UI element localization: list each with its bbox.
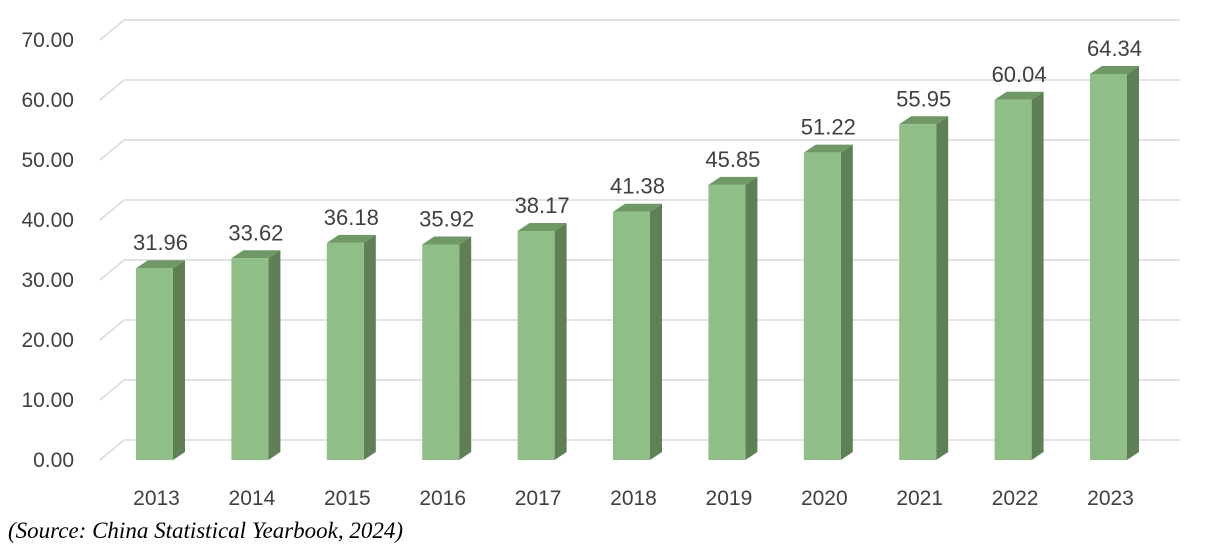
bar-front — [613, 211, 650, 460]
bar-side — [1127, 65, 1139, 461]
bar-top — [422, 236, 472, 245]
bar-front — [994, 99, 1032, 460]
bar-front — [136, 268, 173, 460]
bar-2015 — [326, 234, 376, 460]
bar-side — [936, 116, 949, 461]
x-tick-label: 2020 — [801, 487, 848, 510]
data-label: 64.34 — [1087, 36, 1142, 61]
data-label: 31.96 — [133, 230, 188, 255]
y-tick-label: 60.00 — [21, 89, 74, 112]
bar-side — [363, 234, 376, 460]
bar-top — [326, 234, 376, 243]
data-label: 55.95 — [896, 86, 951, 111]
data-label: 38.17 — [515, 193, 570, 218]
data-label: 51.22 — [801, 115, 856, 140]
bar-side — [459, 236, 472, 460]
bar-front — [1090, 73, 1127, 461]
bar-2023 — [1090, 65, 1139, 461]
bar-top — [231, 250, 281, 259]
bar-side — [840, 144, 853, 460]
bar-top — [517, 222, 567, 231]
bars — [136, 65, 1139, 461]
y-tick-label: 10.00 — [21, 389, 74, 412]
gridline — [99, 139, 1180, 161]
bar-2019 — [708, 176, 758, 460]
y-tick-label: 0.00 — [33, 449, 74, 472]
data-label: 36.18 — [324, 205, 379, 230]
x-tick-label: 2023 — [1087, 487, 1134, 510]
x-tick-label: 2021 — [896, 487, 943, 510]
bar-side — [650, 203, 662, 460]
x-tick-label: 2016 — [419, 487, 466, 510]
bar-side — [554, 222, 567, 460]
source-note: (Source: China Statistical Yearbook, 202… — [8, 518, 404, 543]
bar-2014 — [231, 250, 281, 460]
y-tick-label: 20.00 — [21, 329, 74, 352]
x-tick-label: 2018 — [610, 487, 657, 510]
bar-2016 — [422, 236, 472, 460]
y-axis-tick-labels: 0.00 10.00 20.00 30.00 40.00 50.00 60.00 70.00 — [21, 29, 74, 472]
bar-top — [613, 203, 662, 212]
data-label: 33.62 — [228, 220, 283, 245]
bar-2020 — [803, 144, 853, 460]
bar-front — [517, 230, 555, 460]
bar-top — [1090, 65, 1139, 74]
data-labels: 31.96 33.62 36.18 35.92 38.17 41.38 45.85 51.22… — [133, 36, 1142, 255]
gridline — [99, 19, 1180, 41]
bar-front — [708, 184, 746, 460]
gridlines — [99, 19, 1180, 461]
x-tick-label: 2015 — [324, 487, 371, 510]
bar-front — [231, 258, 269, 460]
bar-2017 — [517, 222, 567, 460]
bar-front — [422, 244, 460, 460]
bar-top — [708, 176, 758, 185]
bar-2021 — [899, 116, 949, 461]
x-tick-label: 2014 — [229, 487, 276, 510]
bar-top — [994, 91, 1044, 100]
data-label: 35.92 — [419, 206, 474, 231]
y-tick-label: 40.00 — [21, 209, 74, 232]
y-tick-label: 70.00 — [21, 29, 74, 52]
data-label: 41.38 — [610, 174, 665, 199]
x-tick-label: 2017 — [515, 487, 562, 510]
x-tick-label: 2022 — [992, 487, 1039, 510]
bar-2022 — [994, 91, 1044, 460]
x-axis-tick-labels: 2013 2014 2015 2016 2017 2018 2019 2020 2021 2022… — [133, 487, 1134, 510]
bar-2013 — [136, 260, 185, 460]
gridline — [99, 79, 1180, 101]
bar-side — [1031, 91, 1044, 460]
y-tick-label: 30.00 — [21, 269, 74, 292]
bar-front — [899, 124, 937, 461]
bar-front — [326, 242, 364, 460]
bar-side — [268, 250, 281, 460]
y-tick-label: 50.00 — [21, 149, 74, 172]
data-label: 45.85 — [705, 147, 760, 172]
bar-side — [745, 176, 758, 460]
bar-side — [173, 260, 185, 460]
bar-2018 — [613, 203, 662, 460]
bar-front — [803, 152, 841, 460]
x-tick-label: 2013 — [133, 487, 180, 510]
bar-top — [136, 260, 185, 269]
bar-top — [899, 116, 949, 125]
data-label: 60.04 — [992, 62, 1047, 87]
bar-top — [803, 144, 853, 153]
x-tick-label: 2019 — [706, 487, 753, 510]
